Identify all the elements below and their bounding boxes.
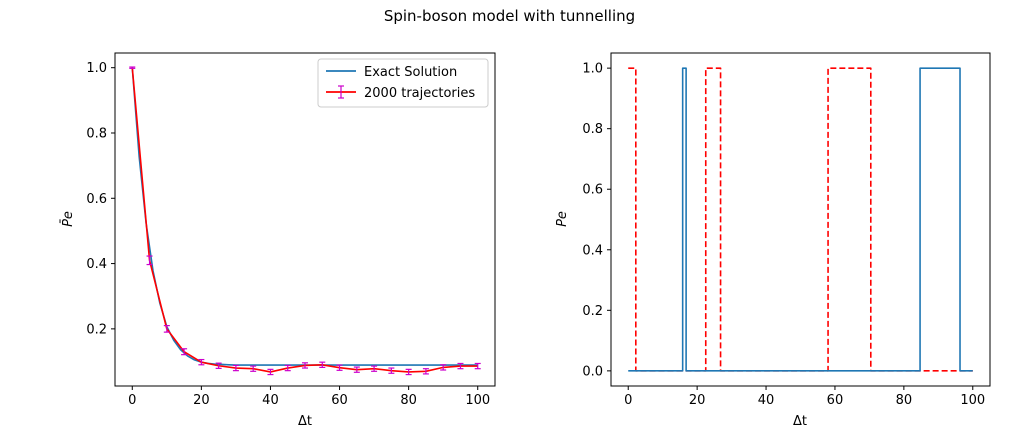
x-tick-label: 60 — [827, 393, 844, 408]
y-tick-label: 0.2 — [582, 304, 603, 319]
r-series-line-solid — [628, 67, 973, 372]
legend-label-trajectories: 2000 trajectories — [364, 86, 475, 101]
legend-frame — [317, 58, 489, 108]
left-x-axis-label: Δt — [298, 414, 312, 429]
left-y-axis-label: P̄e — [61, 211, 76, 227]
y-tick-label: 0.6 — [86, 192, 107, 207]
x-tick-label: 80 — [400, 393, 417, 408]
y-tick-label: 0.0 — [582, 364, 603, 379]
y-tick-label: 0.2 — [86, 322, 107, 337]
x-tick-label: 80 — [896, 393, 913, 408]
figure-title: Spin-boson model with tunnelling — [384, 7, 635, 25]
right-y-ticks: 0.0 0.2 0.4 0.6 0.8 1.0 — [582, 62, 611, 379]
r-series-line-dashed — [628, 67, 973, 372]
right-x-axis-label: Δt — [793, 414, 807, 429]
right-y-axis-label: Pe — [555, 211, 570, 227]
left-legend: Exact Solution 2000 trajectories — [317, 58, 489, 108]
left-axes-frame — [114, 52, 496, 387]
l-series-line-2000-trajectories — [131, 67, 478, 373]
left-y-ticks: 0.2 0.4 0.6 0.8 1.0 — [86, 61, 115, 337]
x-tick-label: 20 — [689, 393, 706, 408]
x-tick-label: 60 — [331, 393, 348, 408]
x-tick-label: 0 — [128, 393, 136, 408]
l-series-line-exact-solution — [131, 67, 478, 366]
y-tick-label: 1.0 — [86, 61, 107, 76]
x-tick-label: 20 — [193, 393, 210, 408]
x-tick-label: 100 — [960, 393, 985, 408]
right-x-ticks: 0 20 40 60 80 100 — [624, 386, 985, 408]
x-tick-label: 40 — [262, 393, 279, 408]
left-plot-series — [129, 66, 481, 376]
y-tick-label: 0.8 — [86, 126, 107, 141]
x-tick-label: 100 — [465, 393, 490, 408]
right-plot-series — [628, 67, 973, 372]
x-tick-label: 40 — [758, 393, 775, 408]
y-tick-label: 0.8 — [582, 122, 603, 137]
right-subplot: 0 20 40 60 80 100 0.0 0.2 0.4 0.6 0.8 1.0 Δt Pe — [555, 52, 991, 429]
legend-label-exact: Exact Solution — [364, 65, 457, 80]
x-tick-label: 0 — [624, 393, 632, 408]
y-tick-label: 0.4 — [86, 257, 107, 272]
left-x-ticks: 0 20 40 60 80 100 — [128, 386, 490, 408]
y-tick-label: 0.4 — [582, 243, 603, 258]
y-tick-label: 1.0 — [582, 62, 603, 77]
y-tick-label: 0.6 — [582, 183, 603, 198]
right-axes-frame — [610, 52, 991, 387]
left-subplot: 0 20 40 60 80 100 0.2 0.4 0.6 0.8 1.0 Δt P̄e Exac… — [61, 52, 496, 429]
